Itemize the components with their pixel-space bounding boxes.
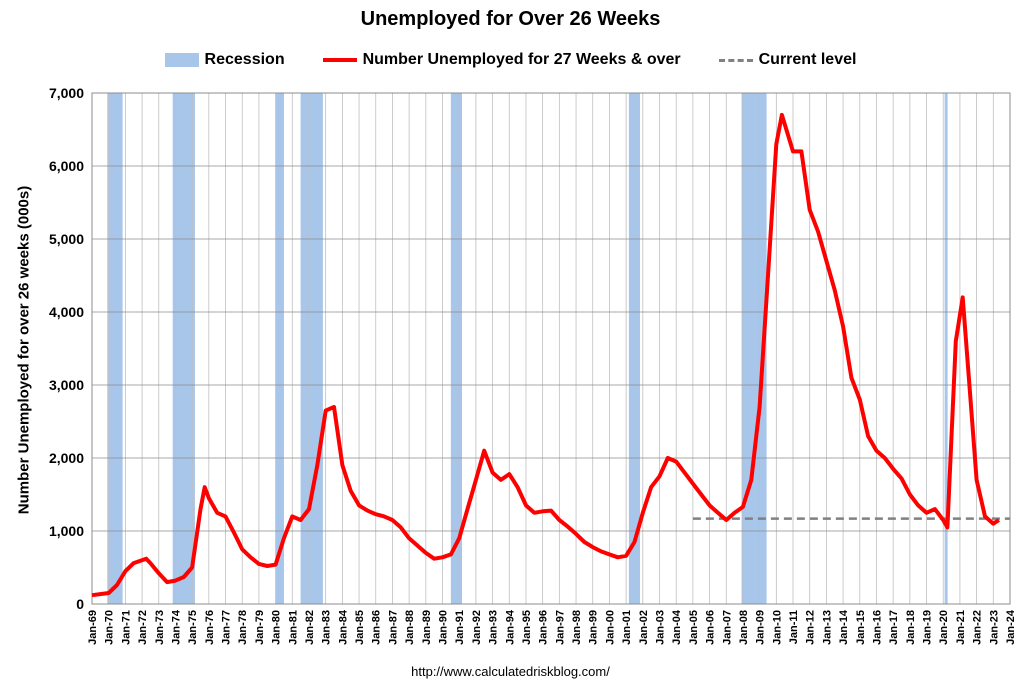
legend-swatch-series [322,58,357,62]
x-tick-label: Jan-75 [187,610,199,645]
y-tick-label: 6,000 [49,158,84,174]
y-tick-label: 0 [76,596,84,612]
x-tick-label: Jan-78 [237,610,249,645]
recession-band [275,93,284,604]
x-tick-label: Jan-97 [554,610,566,645]
x-tick-label: Jan-13 [821,610,833,645]
x-tick-label: Jan-12 [805,610,817,645]
x-tick-label: Jan-89 [421,610,433,645]
legend-label-series: Number Unemployed for 27 Weeks & over [362,51,681,68]
x-tick-label: Jan-69 [87,610,99,645]
x-tick-label: Jan-00 [604,610,616,645]
plot-area [92,93,1010,604]
x-tick-label: Jan-94 [504,609,516,645]
y-tick-label: 4,000 [49,304,84,320]
x-tick-label: Jan-73 [154,610,166,645]
x-tick-label: Jan-19 [922,610,934,645]
x-tick-label: Jan-83 [321,610,333,645]
x-tick-label: Jan-21 [955,610,967,645]
x-tick-label: Jan-23 [988,610,1000,645]
x-tick-label: Jan-81 [287,610,299,645]
x-tick-label: Jan-01 [621,610,633,645]
x-tick-label: Jan-95 [521,610,533,645]
x-tick-label: Jan-85 [354,610,366,645]
y-tick-label: 5,000 [49,231,84,247]
legend-label-current-level: Current level [758,51,857,68]
recession-band [628,93,641,604]
x-tick-label: Jan-70 [104,610,116,645]
series-line [91,112,1001,598]
x-tick-label: Jan-84 [337,609,349,645]
y-tick-label: 3,000 [49,377,84,393]
x-tick-label: Jan-88 [404,610,416,645]
x-tick-label: Jan-11 [788,610,800,644]
x-tick-label: Jan-72 [137,610,149,645]
y-tick-label: 2,000 [49,450,84,466]
legend-swatch-recession [164,53,199,67]
x-tick-label: Jan-06 [705,610,717,645]
x-tick-label: Jan-71 [120,610,132,645]
y-axis-label: Number Unemployed for over 26 weeks (000… [15,185,33,515]
x-tick-label: Jan-18 [905,610,917,645]
y-tick-label: 1,000 [49,523,84,539]
source-url: http://www.calculatedriskblog.com/ [411,664,610,679]
x-tick-label: Jan-22 [972,610,984,645]
x-tick-label: Jan-98 [571,610,583,645]
x-tick-label: Jan-08 [738,610,750,645]
legend-item-current-level: Current level [718,51,857,69]
x-tick-label: Jan-87 [387,610,399,645]
x-tick-label: Jan-05 [688,610,700,645]
x-tick-label: Jan-20 [938,610,950,645]
x-tick-label: Jan-79 [254,610,266,645]
y-tick-label: 7,000 [49,85,84,101]
x-tick-label: Jan-80 [271,610,283,645]
x-tick-label: Jan-02 [638,610,650,645]
x-tick-label: Jan-91 [454,610,466,645]
x-tick-label: Jan-16 [872,610,884,645]
chart-title: Unemployed for Over 26 Weeks [360,8,661,30]
legend-swatch-current-level [718,58,753,62]
x-tick-label: Jan-24 [1005,609,1017,645]
x-tick-label: Jan-77 [221,610,233,645]
x-tick-label: Jan-14 [838,609,850,645]
recession-band [172,93,195,604]
x-tick-label: Jan-90 [438,610,450,645]
legend-item-recession: Recession [164,51,285,69]
x-tick-label: Jan-17 [888,610,900,645]
x-tick-label: Jan-96 [538,610,550,645]
x-tick-label: Jan-86 [371,610,383,645]
x-tick-label: Jan-82 [304,610,316,645]
x-tick-label: Jan-15 [855,610,867,645]
legend: Recession Number Unemployed for 27 Weeks… [0,49,1021,71]
x-tick-label: Jan-99 [588,610,600,645]
x-tick-label: Jan-76 [204,610,216,645]
legend-label-recession: Recession [204,51,285,68]
x-tick-label: Jan-10 [771,610,783,645]
x-tick-label: Jan-74 [171,609,183,645]
x-tick-label: Jan-03 [655,610,667,645]
recession-band [300,93,323,604]
x-tick-label: Jan-93 [488,610,500,645]
recession-band [450,93,462,604]
recession-band [944,93,948,604]
x-tick-label: Jan-04 [671,609,683,645]
x-tick-label: Jan-09 [755,610,767,645]
recession-band [107,93,123,604]
plot-border [91,92,1011,605]
legend-item-series: Number Unemployed for 27 Weeks & over [322,51,681,69]
x-tick-label: Jan-07 [721,610,733,645]
x-tick-label: Jan-92 [471,610,483,645]
